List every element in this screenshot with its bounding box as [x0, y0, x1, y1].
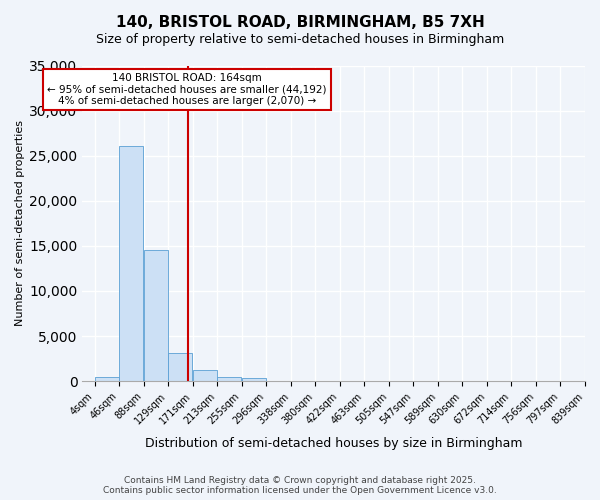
- Bar: [193, 370, 217, 381]
- Bar: [169, 353, 193, 381]
- Bar: [95, 376, 119, 381]
- X-axis label: Distribution of semi-detached houses by size in Birmingham: Distribution of semi-detached houses by …: [145, 437, 523, 450]
- Y-axis label: Number of semi-detached properties: Number of semi-detached properties: [15, 120, 25, 326]
- Bar: [217, 376, 241, 381]
- Bar: [242, 378, 266, 381]
- Text: 140 BRISTOL ROAD: 164sqm
← 95% of semi-detached houses are smaller (44,192)
4% o: 140 BRISTOL ROAD: 164sqm ← 95% of semi-d…: [47, 72, 326, 106]
- Bar: [119, 146, 143, 381]
- Bar: [144, 250, 168, 381]
- Text: 140, BRISTOL ROAD, BIRMINGHAM, B5 7XH: 140, BRISTOL ROAD, BIRMINGHAM, B5 7XH: [116, 15, 484, 30]
- Text: Size of property relative to semi-detached houses in Birmingham: Size of property relative to semi-detach…: [96, 32, 504, 46]
- Text: Contains HM Land Registry data © Crown copyright and database right 2025.
Contai: Contains HM Land Registry data © Crown c…: [103, 476, 497, 495]
